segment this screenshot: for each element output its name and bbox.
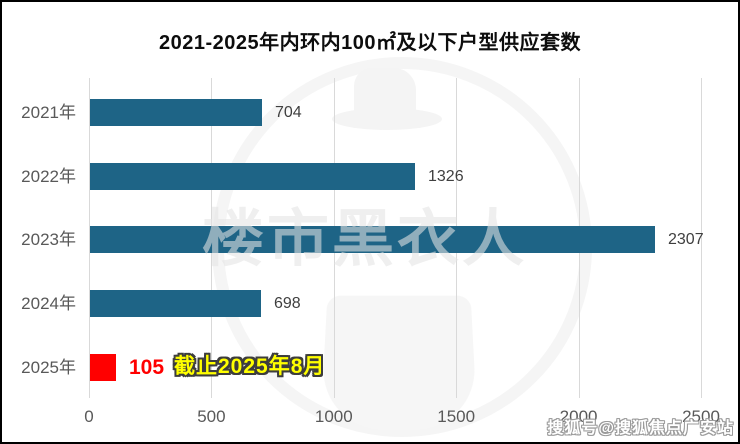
x-tick-label-2000: 2000 [559, 407, 598, 426]
y-category-label-4: 2024年 [21, 294, 76, 314]
x-tick-label-0: 0 [84, 407, 94, 426]
watermark-sohu-text: 搜狐号@搜狐焦点广安站 [547, 420, 734, 437]
x-tick-label-1000: 1000 [314, 407, 353, 426]
y-category-label-3: 2023年 [21, 230, 76, 250]
bar-2022年 [90, 162, 415, 190]
bar-2021年 [90, 99, 262, 126]
gridline-x-2500 [701, 78, 702, 398]
value-label-2024年: 698 [274, 295, 301, 313]
x-tick-label-1500: 1500 [437, 407, 476, 426]
value-label-2021年: 704 [275, 104, 302, 121]
y-category-label-1: 2021年 [21, 103, 76, 122]
x-tick-label-2500: 2500 [682, 407, 720, 426]
watermark-hat-crown-icon [354, 68, 416, 116]
value-label-2023年: 2307 [668, 231, 704, 249]
annotation-label: 截止2025年8月 [174, 354, 326, 378]
bar-2024年 [90, 290, 261, 318]
x-tick-label-500: 500 [197, 407, 226, 426]
y-category-label-2: 2022年 [21, 166, 76, 186]
value-label-2022年: 1326 [428, 167, 464, 185]
y-category-label-5: 2025年 [21, 357, 76, 377]
value-label-2025年: 105 [129, 355, 165, 379]
chart-title: 2021-2025年内环内100㎡及以下户型供应套数 [158, 32, 581, 54]
bar-2023年 [90, 226, 655, 254]
gridline-x-0 [89, 78, 90, 398]
bar-2025年 [90, 353, 116, 381]
